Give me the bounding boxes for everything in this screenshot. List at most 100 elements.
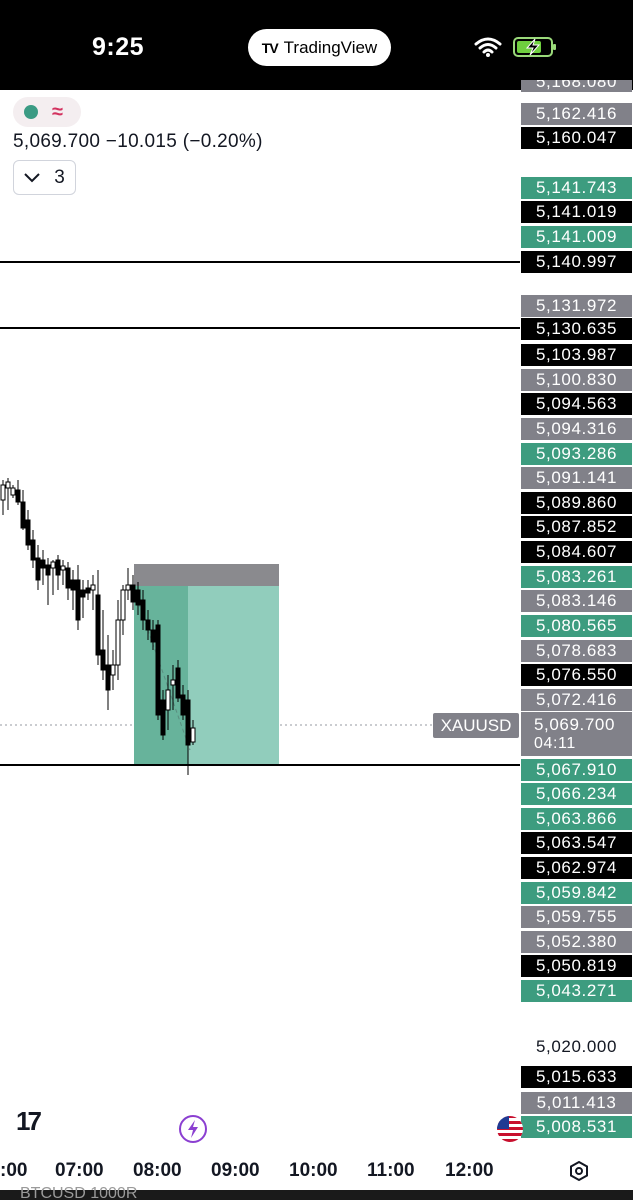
indicators-collapse-button[interactable]: 3 [13, 160, 76, 195]
candle-down [70, 579, 76, 591]
price-level-tag: 5,140.997 [521, 251, 632, 273]
time-axis-label: 09:00 [211, 1160, 260, 1181]
price-level-tag: 5,084.607 [521, 541, 632, 563]
price-level-tag: 5,089.860 [521, 492, 632, 514]
candle-down [80, 589, 86, 598]
candle-down [65, 567, 71, 589]
time-axis-label: 11:00 [367, 1160, 415, 1181]
indicators-count: 3 [54, 166, 65, 188]
wifi-icon [474, 37, 502, 57]
candle-up [50, 561, 56, 569]
price-level-tag: 5,141.019 [521, 201, 632, 223]
price-level-tag: 5,168.080 [521, 80, 632, 92]
horizontal-line[interactable] [0, 764, 520, 766]
status-bar: 9:25 TV TradingView [0, 0, 633, 90]
price-level-tag: 5,162.416 [521, 103, 632, 125]
chevron-down-icon [24, 172, 40, 182]
status-time: 9:25 [92, 33, 145, 61]
horizontal-line[interactable] [0, 327, 520, 329]
price-level-tag: 5,094.316 [521, 418, 632, 440]
candle-up [115, 619, 121, 666]
price-level-tag: 5,141.743 [521, 177, 632, 199]
candle-down [100, 649, 106, 671]
market-status-dot [24, 105, 38, 119]
position-stop-zone [134, 564, 279, 586]
time-axis-label: 10:00 [289, 1160, 338, 1181]
wave-icon: ≈ [52, 100, 63, 123]
candle-down [35, 557, 41, 581]
candle-up [120, 589, 126, 621]
candle-down [160, 699, 166, 736]
price-level-tag: 5,083.146 [521, 590, 632, 612]
candle-down [135, 589, 141, 606]
horizontal-line[interactable] [0, 261, 520, 263]
candlestick-plot[interactable] [0, 90, 520, 1150]
candle-down [180, 694, 186, 716]
price-level-tag: 5,067.910 [521, 759, 632, 781]
candle-down [105, 664, 111, 691]
candle-down [145, 619, 151, 631]
candle-up [90, 584, 96, 591]
legend-toggle[interactable]: ≈ [13, 97, 81, 127]
price-level-tag: 5,063.547 [521, 832, 632, 854]
price-level-tag: 5,094.563 [521, 393, 632, 415]
lightning-icon[interactable] [178, 1114, 208, 1144]
candle-down [155, 624, 161, 716]
price-level-tag: 5,011.413 [521, 1092, 632, 1114]
time-axis-label: 12:00 [445, 1160, 494, 1181]
price-level-tag: 5,063.866 [521, 808, 632, 830]
time-axis-label: :00 [0, 1160, 28, 1181]
price-level-tag: 5,093.286 [521, 443, 632, 465]
price-level-tag: 5,050.819 [521, 955, 632, 977]
battery-charging-icon [513, 37, 556, 57]
candle-down [95, 594, 101, 656]
price-level-tag: 5,052.380 [521, 931, 632, 953]
price-level-tag: 5,100.830 [521, 369, 632, 391]
candle-down [20, 501, 26, 529]
candle-up [170, 679, 176, 686]
candle-down [45, 564, 51, 576]
price-level-tag: 5,160.047 [521, 127, 632, 149]
settings-hexagon-icon[interactable] [568, 1160, 590, 1182]
candle-down [150, 629, 156, 643]
candle-down [140, 599, 146, 621]
candle-down [75, 579, 81, 621]
time-axis-label: 07:00 [55, 1160, 104, 1181]
candle-down [130, 584, 136, 603]
candle-down [175, 667, 181, 699]
candle-down [85, 587, 91, 594]
price-level-tag: 5,062.974 [521, 857, 632, 879]
tradingview-logo-icon: TV [261, 39, 279, 56]
tradingview-logo-icon[interactable]: 17 [16, 1106, 42, 1136]
price-level-tag: 5,130.635 [521, 318, 632, 340]
candle-down [55, 559, 61, 576]
current-price-value: 5,069.700 [534, 715, 616, 734]
price-level-tag: 5,059.755 [521, 906, 632, 928]
candle-down [25, 519, 31, 546]
price-level-tag: 5,066.234 [521, 783, 632, 805]
us-flag-icon[interactable] [496, 1115, 524, 1143]
price-level-tag: 5,141.009 [521, 226, 632, 248]
candle-up [190, 727, 196, 743]
candle-down [40, 559, 46, 569]
candle-down [15, 489, 21, 503]
bar-countdown: 04:11 [534, 735, 576, 752]
price-level-tag: 5,076.550 [521, 664, 632, 686]
candle-down [185, 699, 191, 746]
bottom-strip: BTCUSD 1000R [0, 1185, 633, 1202]
candle-up [165, 689, 171, 711]
tradingview-pill-label: TradingView [283, 37, 378, 57]
price-level-tag: 5,043.271 [521, 980, 632, 1002]
tradingview-pill[interactable]: TV TradingView [248, 29, 391, 66]
candle-down [30, 539, 36, 561]
price-level-tag: 5,131.972 [521, 295, 632, 317]
price-level-tag: 5,020.000 [535, 1037, 618, 1056]
price-level-tag: 5,080.565 [521, 615, 632, 637]
price-level-tag: 5,103.987 [521, 344, 632, 366]
current-price-tag: 5,069.700 04:11 [521, 712, 632, 756]
price-change: 5,069.700 −10.015 (−0.20%) [13, 131, 263, 152]
candle-up [5, 481, 11, 489]
price-level-tag: 5,015.633 [521, 1066, 632, 1088]
candle-up [0, 484, 6, 501]
price-level-tag: 5,078.683 [521, 640, 632, 662]
